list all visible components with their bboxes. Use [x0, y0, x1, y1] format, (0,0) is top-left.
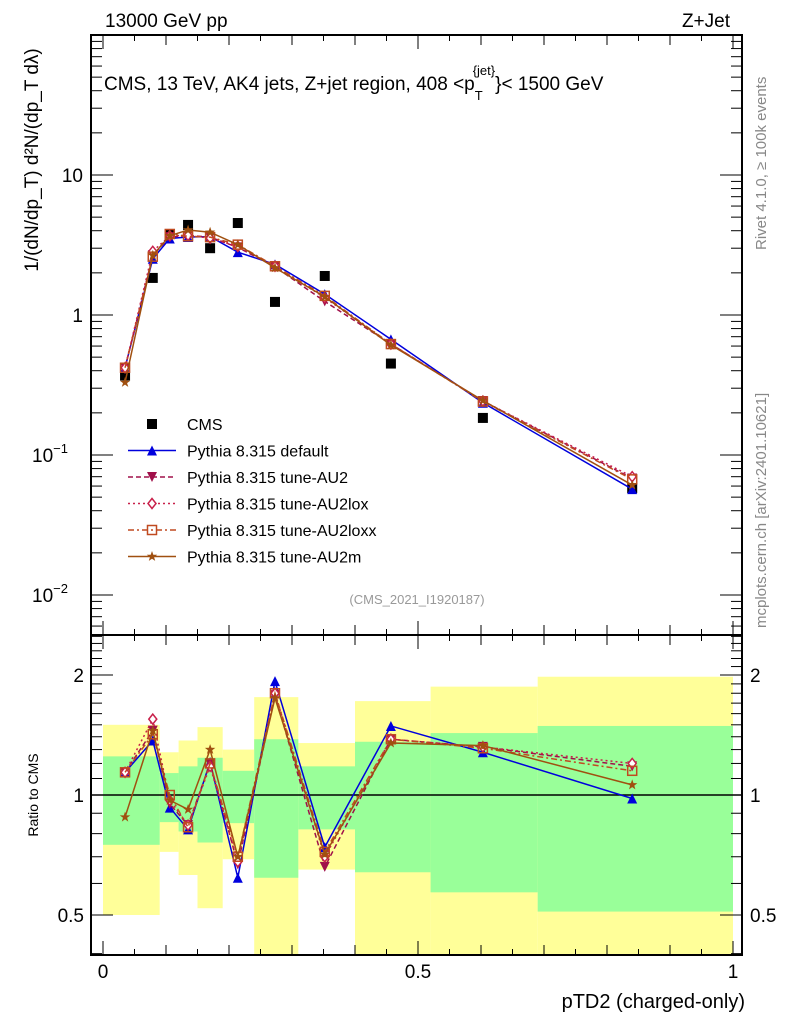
ratio-point [269, 676, 280, 687]
y-axis-label-main: 1/(dN/dp_T) d²N/(dp_T dλ) [22, 48, 43, 272]
side-label-mcplots: mcplots.cern.ch [arXiv:2401.10621] [753, 393, 770, 628]
legend-marker [146, 551, 158, 561]
legend: CMS Pythia 8.315 default Pythia 8.315 tune… [128, 417, 376, 567]
data-point [232, 218, 243, 229]
green-band-bin [103, 756, 160, 845]
ratio-series-4 [119, 692, 638, 862]
ratio-point [319, 848, 330, 859]
ratio-point [182, 822, 194, 833]
y-axis-label-ratio: Ratio to CMS [25, 753, 41, 836]
y-tick-label: 1 [72, 306, 83, 327]
ratio-bands [103, 676, 733, 955]
y-tick-label: 10−1 [32, 441, 68, 467]
ratio-point [319, 861, 330, 872]
ratio-point [385, 737, 397, 748]
data-point [232, 239, 244, 250]
ratio-point [385, 720, 396, 731]
legend-label: Pythia 8.315 tune-AU2lox [187, 497, 368, 514]
data-point [147, 272, 158, 283]
ratio-point [204, 744, 216, 754]
header-left: 13000 GeV pp [105, 11, 228, 32]
ratio-point [627, 793, 638, 804]
main-panel-frame [90, 34, 743, 636]
data-point [319, 291, 330, 302]
green-band-bin [537, 725, 733, 912]
ratio-point [269, 692, 281, 703]
legend-item: CMS [147, 417, 223, 434]
legend-item: Pythia 8.315 tune-AU2loxx [128, 523, 376, 540]
legend-label: CMS [187, 417, 223, 434]
data-point [385, 338, 397, 350]
ratio-point [147, 712, 158, 726]
data-point [164, 230, 175, 241]
ratio-point [164, 794, 175, 805]
green-band-bin [254, 739, 299, 878]
ratio-point [477, 740, 489, 751]
data-point [119, 376, 131, 387]
green-band-bin [355, 741, 431, 873]
data-point [385, 358, 396, 369]
legend-item: Pythia 8.315 default [128, 444, 329, 461]
ratio-point [627, 779, 638, 790]
data-point [319, 290, 331, 302]
ratio-y-tick-label: 1 [73, 786, 84, 807]
ratio-point [119, 767, 131, 778]
data-point [182, 224, 194, 235]
ratio-y-tick-label: 2 [73, 666, 84, 687]
x-tick-label: 1 [728, 962, 739, 983]
legend-marker [147, 497, 157, 510]
ratio-point [147, 725, 158, 736]
data-point [477, 395, 489, 405]
y-tick-label: 10−2 [32, 581, 68, 607]
legend-marker [147, 419, 157, 429]
data-point [120, 370, 131, 381]
legend-label: Pythia 8.315 tune-AU2loxx [187, 523, 376, 540]
series-layer [119, 218, 638, 883]
legend-item: Pythia 8.315 tune-AU2lox [128, 497, 368, 514]
x-axis-label: pTD2 (charged-only) [562, 991, 745, 1013]
series-5 [119, 224, 638, 490]
y-tick-label: 10 [62, 166, 83, 187]
data-point [385, 339, 397, 350]
plot-title: CMS, 13 TeV, AK4 jets, Z+jet region, 408… [104, 63, 604, 103]
x-tick-label: 0 [98, 962, 109, 983]
legend-label: Pythia 8.315 tune-AU2 [187, 470, 348, 487]
ratio-y-tick-label-right: 0.5 [750, 906, 776, 927]
data-point [119, 362, 131, 373]
ratio-y-tick-label: 0.5 [58, 906, 84, 927]
data-point [269, 262, 281, 273]
series-line [124, 234, 633, 478]
ratio-point [232, 851, 244, 862]
ratio-point [232, 872, 243, 883]
header-right: Z+Jet [682, 11, 731, 32]
legend-label: Pythia 8.315 default [187, 444, 329, 461]
green-band-bin [430, 733, 538, 893]
data-point [627, 484, 638, 495]
data-point [627, 479, 638, 490]
ratio-y-tick-label-right: 1 [750, 786, 761, 807]
legend-label: Pythia 8.315 tune-AU2m [187, 550, 361, 567]
ratio-point [626, 765, 638, 777]
legend-item: Pythia 8.315 tune-AU2m [128, 550, 361, 567]
data-point [269, 296, 280, 307]
side-label-rivet: Rivet 4.1.0, ≥ 100k events [753, 77, 770, 250]
data-point [477, 412, 488, 423]
ratio-point [182, 803, 194, 814]
legend-marker [146, 524, 158, 536]
legend-item: Pythia 8.315 tune-AU2 [128, 470, 348, 487]
data-point [319, 270, 330, 281]
ratio-point [119, 811, 131, 822]
ratio-y-tick-label-right: 2 [750, 666, 761, 687]
data-point [204, 226, 216, 237]
data-point [205, 243, 216, 254]
x-tick-label: 0.5 [405, 962, 431, 983]
analysis-id: (CMS_2021_I1920187) [349, 592, 484, 607]
data-point [147, 249, 158, 260]
legend-marker [147, 472, 157, 482]
green-band-bin [222, 770, 255, 824]
legend-marker [147, 445, 157, 456]
